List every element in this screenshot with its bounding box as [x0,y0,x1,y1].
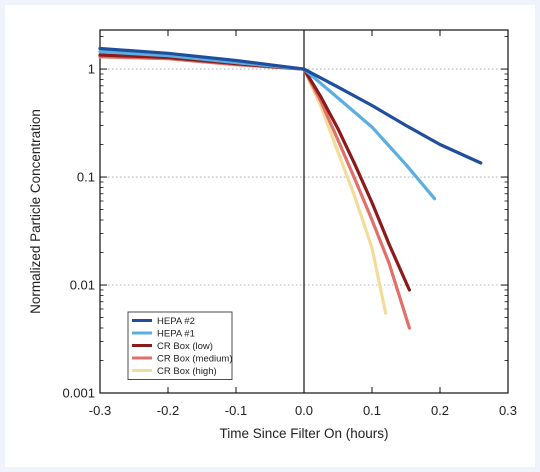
y-tick-label-1: 0.01 [70,278,95,293]
figure-frame [5,5,535,467]
x-tick-label-6: 0.3 [499,403,517,418]
legend-label-2: CR Box (low) [157,341,213,352]
x-tick-label-2: -0.1 [225,403,247,418]
y-tick-label-2: 0.1 [77,170,95,185]
series-line-2 [98,53,411,292]
legend-label-0: HEPA #2 [157,316,195,327]
legend-label-1: HEPA #1 [157,329,195,340]
y-axis-label: Normalized Particle Concentration [28,109,43,314]
legend-label-4: CR Box (high) [157,366,217,377]
legend-label-3: CR Box (medium) [157,354,233,365]
x-tick-label-5: 0.2 [431,403,449,418]
x-tick-label-4: 0.1 [363,403,381,418]
series-line-1 [98,50,437,201]
x-tick-label-3: 0.0 [295,403,313,418]
x-axis-label: Time Since Filter On (hours) [219,426,388,441]
x-tick-label-0: -0.3 [89,403,111,418]
series-line-4 [98,55,388,315]
y-tick-label-3: 1 [88,62,95,77]
series-line-3 [98,55,411,330]
x-tick-label-1: -0.2 [157,403,179,418]
y-tick-label-0: 0.001 [62,386,95,401]
series-line-0 [98,46,483,165]
